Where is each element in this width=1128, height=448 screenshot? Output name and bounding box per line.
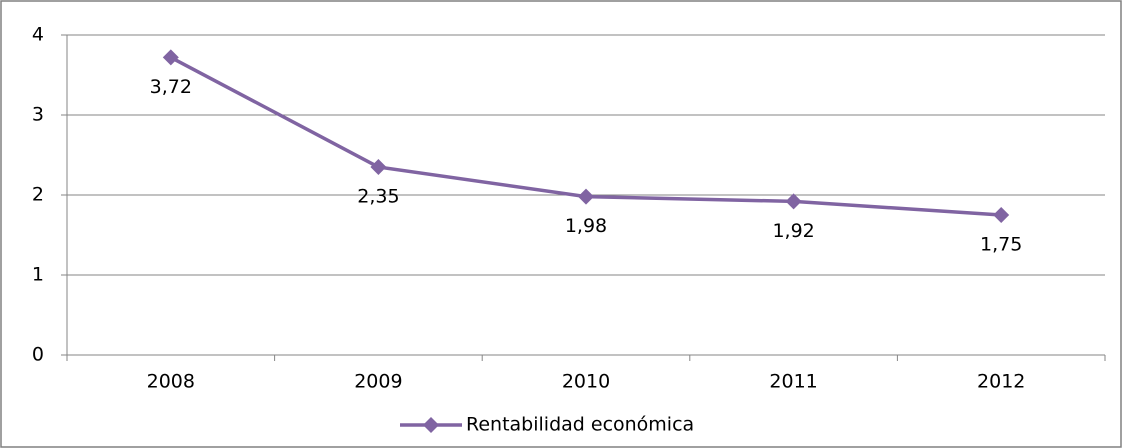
data-label: 2,35 [357, 186, 399, 208]
y-tick-label: 2 [32, 184, 44, 206]
x-tick-label: 2009 [354, 371, 402, 393]
data-label: 1,75 [980, 234, 1022, 256]
data-label: 1,98 [565, 215, 607, 237]
marker [162, 49, 179, 66]
legend-label: Rentabilidad económica [466, 414, 694, 436]
marker [785, 193, 802, 210]
x-tick-label: 2008 [147, 371, 195, 393]
y-tick-label: 0 [32, 344, 44, 366]
data-label: 1,92 [772, 220, 814, 242]
y-tick-label: 1 [32, 264, 44, 286]
legend-marker [423, 417, 439, 433]
x-tick-label: 2011 [769, 371, 817, 393]
data-label: 3,72 [150, 76, 192, 98]
x-tick-label: 2010 [562, 371, 610, 393]
y-tick-label: 4 [32, 24, 44, 46]
marker [578, 188, 594, 205]
x-tick-label: 2012 [977, 371, 1025, 393]
marker [370, 159, 387, 175]
marker [993, 207, 1010, 223]
y-tick-label: 3 [32, 104, 44, 126]
